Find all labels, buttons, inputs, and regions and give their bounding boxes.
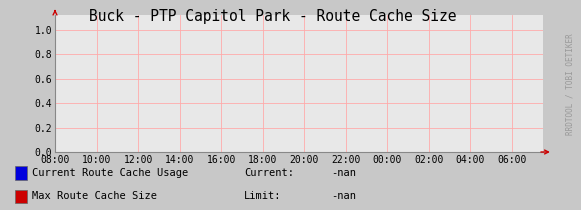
Text: Current:: Current: bbox=[244, 168, 294, 178]
Text: Current Route Cache Usage: Current Route Cache Usage bbox=[32, 168, 188, 178]
Text: RRDTOOL / TOBI OETIKER: RRDTOOL / TOBI OETIKER bbox=[565, 33, 574, 135]
Text: Max Route Cache Size: Max Route Cache Size bbox=[32, 191, 157, 201]
Text: Buck - PTP Capitol Park - Route Cache Size: Buck - PTP Capitol Park - Route Cache Si… bbox=[89, 9, 457, 24]
Text: -nan: -nan bbox=[331, 168, 356, 178]
Text: -nan: -nan bbox=[331, 191, 356, 201]
Text: Limit:: Limit: bbox=[244, 191, 282, 201]
